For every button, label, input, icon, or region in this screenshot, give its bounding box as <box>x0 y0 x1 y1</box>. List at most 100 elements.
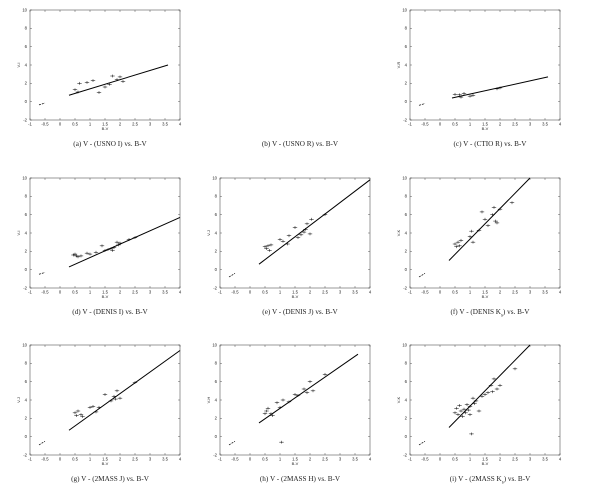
x-tick-label: 1 <box>279 290 282 295</box>
data-point <box>74 254 79 258</box>
x-axis-label: B-V <box>482 461 489 466</box>
x-tick-label: 2 <box>119 457 122 462</box>
data-point <box>461 92 467 95</box>
y-tick-label: 2 <box>215 416 218 421</box>
x-tick-label: 3.5 <box>352 290 358 295</box>
y-tick-label: 8 <box>405 194 408 199</box>
data-point <box>114 389 120 393</box>
data-point <box>75 90 81 94</box>
dashed-segment <box>418 440 426 446</box>
y-tick-label: 4 <box>25 397 28 402</box>
data-point <box>497 207 503 211</box>
y-tick-label: 4 <box>405 230 408 235</box>
data-point <box>116 243 121 247</box>
fit-line <box>448 344 531 428</box>
data-point <box>458 238 464 242</box>
y-tick-label: 8 <box>405 26 408 31</box>
x-tick-label: 2 <box>309 457 312 462</box>
data-point <box>455 413 461 417</box>
data-point <box>75 409 81 413</box>
x-axis-label: B-V <box>102 461 109 466</box>
y-tick-label: 0 <box>215 434 218 439</box>
data-point <box>265 244 271 248</box>
y-tick-label: 0 <box>25 99 28 104</box>
x-tick-label: 1.5 <box>482 457 488 462</box>
dashed-segment <box>38 272 46 275</box>
x-tick-label: 1 <box>469 290 472 295</box>
data-point <box>309 217 314 221</box>
data-point <box>93 250 99 254</box>
x-tick-label: 1.5 <box>482 122 488 127</box>
data-point <box>78 254 84 258</box>
data-point <box>472 402 477 406</box>
x-tick-label: 0.5 <box>262 457 268 462</box>
x-axis-label: B-V <box>292 461 299 466</box>
x-tick-label: 4 <box>179 290 182 295</box>
fit-line <box>68 350 181 431</box>
y-tick-label: 2 <box>25 81 28 86</box>
x-tick-label: 3.5 <box>162 290 168 295</box>
y-tick-label: -2 <box>213 452 217 457</box>
data-point <box>292 393 298 396</box>
x-tick-label: 2 <box>499 457 502 462</box>
data-point <box>102 249 108 252</box>
y-axis-label: V-I <box>16 231 21 236</box>
data-point <box>132 381 138 384</box>
x-tick-label: 0 <box>439 122 442 127</box>
data-point <box>497 383 503 387</box>
data-point <box>463 411 468 415</box>
data-point <box>464 403 470 406</box>
data-point <box>473 399 479 403</box>
x-tick-label: -1 <box>218 457 222 462</box>
x-tick-label: 3.5 <box>542 290 548 295</box>
y-tick-label: 4 <box>405 397 408 402</box>
y-tick-label: 4 <box>25 230 28 235</box>
x-tick-label: -0.5 <box>421 457 429 462</box>
data-point <box>470 93 476 97</box>
y-tick-label: 10 <box>212 175 217 180</box>
x-tick-label: 0.5 <box>72 457 78 462</box>
fit-line <box>68 64 169 96</box>
plot-frame <box>409 344 561 456</box>
data-point <box>494 221 500 225</box>
x-tick-label: 1 <box>469 457 472 462</box>
plot-frame <box>29 177 181 289</box>
y-tick-label: 6 <box>405 212 408 217</box>
data-point <box>132 236 138 239</box>
data-point <box>457 93 462 97</box>
x-tick-label: 2 <box>119 122 122 127</box>
x-tick-label: 3 <box>529 457 532 462</box>
x-tick-label: 2 <box>499 290 502 295</box>
dashed-segment <box>38 102 46 106</box>
x-tick-label: 4 <box>179 457 182 462</box>
x-tick-label: 0.5 <box>452 122 458 127</box>
y-tick-label: 2 <box>215 249 218 254</box>
data-point <box>307 232 313 236</box>
x-tick-label: 2.5 <box>512 290 518 295</box>
data-point <box>452 242 458 246</box>
dashed-segment <box>418 103 426 106</box>
y-tick-label: 8 <box>25 26 28 31</box>
data-point <box>268 412 274 416</box>
data-point <box>470 396 476 400</box>
y-tick-label: 6 <box>405 44 408 49</box>
data-point <box>454 245 459 249</box>
data-point <box>87 405 93 409</box>
y-tick-label: -2 <box>403 117 407 122</box>
data-point <box>78 413 84 417</box>
data-point <box>497 86 503 90</box>
data-point <box>479 210 485 214</box>
x-tick-label: -0.5 <box>231 290 239 295</box>
y-tick-label: 2 <box>405 81 408 86</box>
data-point <box>126 238 132 241</box>
y-tick-label: 2 <box>25 416 28 421</box>
y-tick-label: 10 <box>402 342 407 347</box>
x-tick-label: 0 <box>59 457 62 462</box>
y-tick-label: -2 <box>213 285 217 290</box>
x-tick-label: -0.5 <box>41 122 49 127</box>
x-tick-label: 1.5 <box>482 290 488 295</box>
x-tick-label: 0 <box>59 122 62 127</box>
y-axis-label: V-J <box>206 230 211 236</box>
